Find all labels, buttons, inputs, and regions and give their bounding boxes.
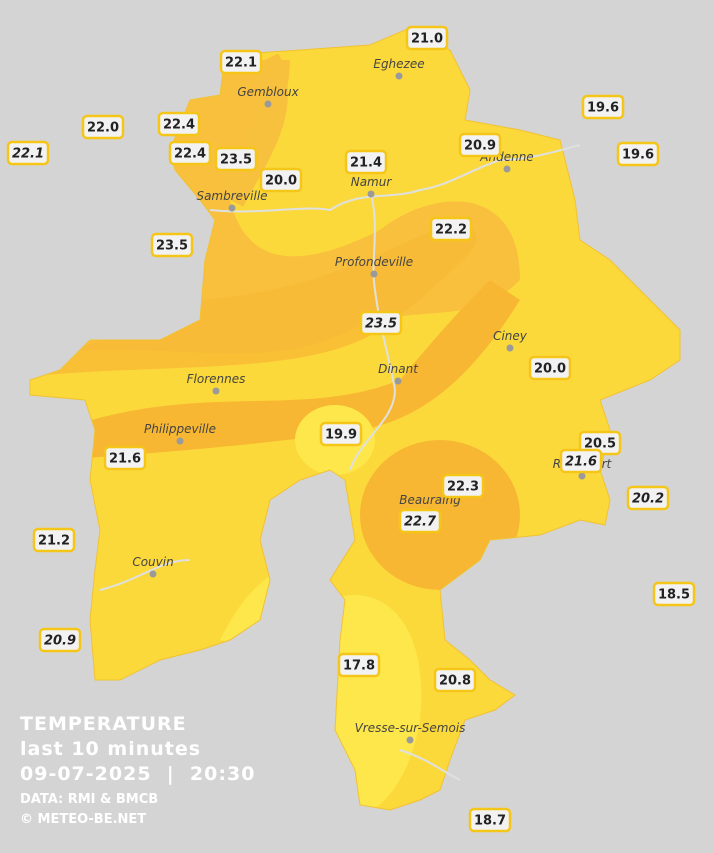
station-value: 23.5	[365, 317, 397, 332]
station-box	[441, 473, 485, 499]
station-box	[398, 508, 442, 534]
station-value: 22.3	[447, 480, 479, 495]
station-box	[38, 627, 82, 653]
station-box	[468, 807, 512, 833]
station-box	[259, 167, 303, 193]
city-dot	[503, 165, 511, 173]
station-box	[458, 132, 502, 158]
station-value: 22.1	[225, 56, 257, 71]
city-dot	[370, 270, 378, 278]
station-value: 19.9	[325, 428, 357, 443]
station-value: 22.1	[12, 147, 44, 162]
city-label: Namur	[351, 175, 393, 189]
station-value: 21.6	[109, 452, 141, 467]
station-value: 22.7	[404, 515, 437, 530]
station-box	[81, 114, 125, 140]
city-label: Eghezee	[373, 57, 424, 71]
station-value: 18.7	[474, 814, 506, 829]
station-box	[405, 25, 449, 51]
city-label: Vresse-sur-Semois	[355, 721, 466, 735]
station-value: 21.4	[350, 156, 382, 171]
station-box	[6, 140, 50, 166]
station-value: 19.6	[587, 101, 619, 116]
station-value: 20.5	[584, 437, 616, 452]
city-dot	[394, 377, 402, 385]
city-dot	[176, 437, 184, 445]
station-box	[219, 49, 263, 75]
city-label: Florennes	[187, 372, 246, 386]
station-box	[319, 421, 363, 447]
station-value: 22.4	[163, 118, 195, 133]
station-value: 23.5	[156, 239, 188, 254]
station-box	[616, 141, 660, 167]
city-label: Sambreville	[196, 189, 267, 203]
station-value: 23.5	[220, 153, 252, 168]
station-value: 20.0	[265, 174, 297, 189]
city-label: Couvin	[132, 555, 173, 569]
station-box	[559, 448, 603, 474]
station-value: 20.8	[439, 674, 471, 689]
station-box	[626, 485, 670, 511]
station-value: 19.6	[622, 148, 654, 163]
station-box	[150, 232, 194, 258]
station-box	[103, 445, 147, 471]
river	[209, 144, 581, 213]
station-box	[344, 149, 388, 175]
station-box	[214, 146, 258, 172]
credit: © METEO-BE.NET	[20, 812, 146, 827]
station-box	[652, 581, 696, 607]
city-dot	[506, 344, 514, 352]
city-label: Gembloux	[237, 85, 299, 99]
station-box	[429, 216, 473, 242]
subtitle: last 10 minutes	[20, 738, 201, 760]
station-value: 22.4	[174, 147, 206, 162]
station-value: 17.8	[343, 659, 375, 674]
city-dot	[395, 72, 403, 80]
stations: 22.1 21.0 19.6 22.0 22.4 22.1 22.4 23.5 20.9 19.6…	[6, 25, 696, 833]
river	[99, 559, 461, 781]
station-value: 21.6	[565, 455, 597, 470]
station-value: 18.5	[658, 588, 690, 603]
station-value: 22.0	[87, 121, 119, 136]
station-value: 21.0	[411, 32, 443, 47]
city-label: Dinant	[378, 362, 419, 376]
station-box	[433, 667, 477, 693]
station-value: 21.2	[38, 534, 70, 549]
station-box	[337, 652, 381, 678]
city-dot	[149, 570, 157, 578]
station-value: 20.9	[44, 634, 76, 649]
station-box	[32, 527, 76, 553]
city-label: Philippeville	[144, 422, 216, 436]
city-dot	[578, 472, 586, 480]
station-box	[157, 111, 201, 137]
credit: DATA: RMI & BMCB	[20, 792, 158, 807]
city-dot	[367, 190, 375, 198]
station-value: 20.9	[464, 139, 496, 154]
station-value: 20.0	[534, 362, 566, 377]
city-label: Ciney	[493, 329, 528, 343]
timestamp: 09-07-2025 | 20:30	[20, 763, 255, 785]
station-value: 22.2	[435, 223, 467, 238]
station-box	[581, 94, 625, 120]
station-box	[359, 310, 403, 336]
station-box	[168, 140, 212, 166]
title: TEMPERATURE	[20, 713, 187, 735]
city-label: Profondeville	[335, 255, 413, 269]
station-box	[528, 355, 572, 381]
city-dot	[406, 736, 414, 744]
station-value: 20.2	[632, 492, 664, 507]
river	[349, 193, 397, 471]
city-dot	[228, 204, 236, 212]
city-dot	[212, 387, 220, 395]
city-dot	[264, 100, 272, 108]
